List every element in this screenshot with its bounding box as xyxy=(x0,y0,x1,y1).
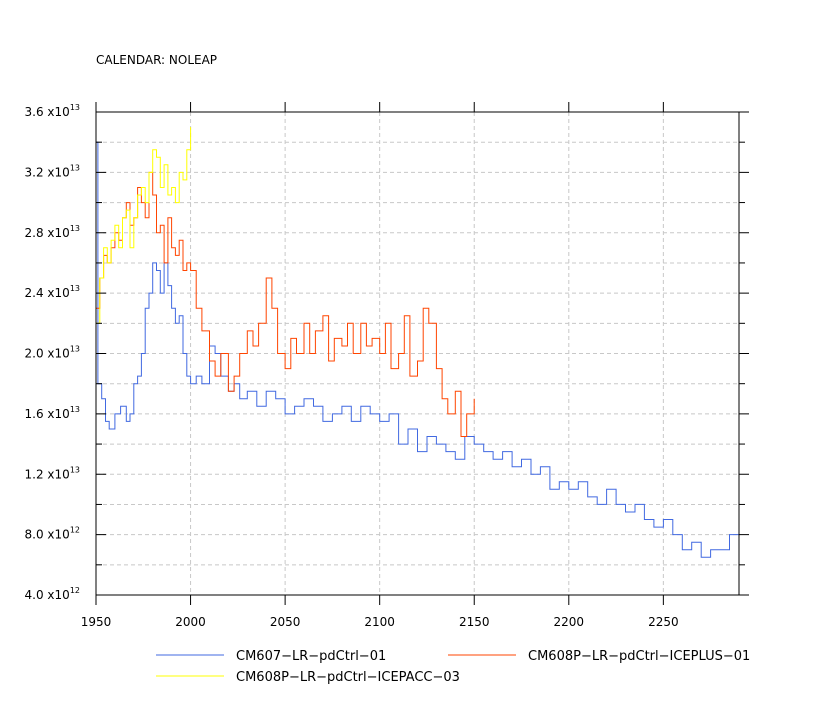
series-line-0 xyxy=(96,141,740,573)
x-tick-label: 1950 xyxy=(81,615,112,629)
y-tick-label: 4.0 x1012 xyxy=(25,586,80,602)
legend-label-2: CM608P−LR−pdCtrl−ICEPACC−03 xyxy=(236,670,460,685)
y-tick-label: 2.4 x1013 xyxy=(25,284,80,300)
series-lines xyxy=(96,127,740,573)
y-tick-label: 3.6 x1013 xyxy=(25,103,80,119)
y-tick-label: 8.0 x1012 xyxy=(25,526,80,542)
x-tick-label: 2150 xyxy=(459,615,490,629)
y-tick-label: 1.2 x1013 xyxy=(25,465,80,481)
y-tick-label: 2.8 x1013 xyxy=(25,224,80,240)
x-tick-label: 2100 xyxy=(364,615,395,629)
x-tick-labels: 1950 2000 2050 2100 2150 2200 2250 xyxy=(81,615,679,629)
y-tick-label: 2.0 x1013 xyxy=(25,345,80,361)
y-tick-label: 1.6 x1013 xyxy=(25,405,80,421)
legend-label-0: CM607−LR−pdCtrl−01 xyxy=(236,649,386,664)
x-tick-label: 2250 xyxy=(648,615,679,629)
y-tick-label: 3.2 x1013 xyxy=(25,163,80,179)
x-tick-label: 2000 xyxy=(175,615,206,629)
axis-ticks xyxy=(95,102,749,605)
grid-lines xyxy=(96,112,739,595)
chart-title: CALENDAR: NOLEAP xyxy=(96,53,217,67)
y-tick-labels: 4.0 x1012 8.0 x1012 1.2 x1013 1.6 x1013 2.0 … xyxy=(25,103,80,602)
x-tick-label: 2050 xyxy=(270,615,301,629)
legend: CM607−LR−pdCtrl−01 CM608P−LR−pdCtrl−ICEP… xyxy=(156,649,750,685)
legend-label-1: CM608P−LR−pdCtrl−ICEPLUS−01 xyxy=(528,649,750,664)
series-line-2 xyxy=(96,127,192,324)
x-tick-label: 2200 xyxy=(554,615,585,629)
